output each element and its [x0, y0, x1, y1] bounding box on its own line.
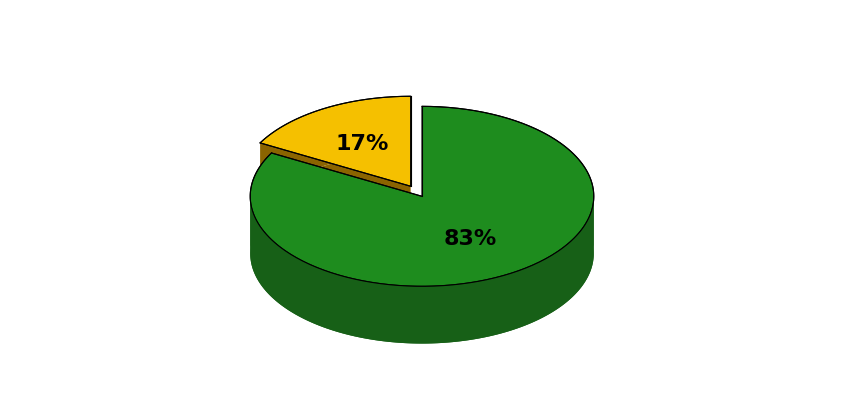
- Polygon shape: [250, 164, 594, 344]
- Text: 17%: 17%: [336, 134, 389, 154]
- Polygon shape: [422, 106, 594, 254]
- Text: 83%: 83%: [443, 229, 497, 249]
- Polygon shape: [250, 197, 594, 344]
- Polygon shape: [250, 153, 272, 252]
- Polygon shape: [260, 153, 411, 243]
- Polygon shape: [250, 106, 594, 286]
- Polygon shape: [260, 96, 411, 186]
- Polygon shape: [260, 96, 411, 200]
